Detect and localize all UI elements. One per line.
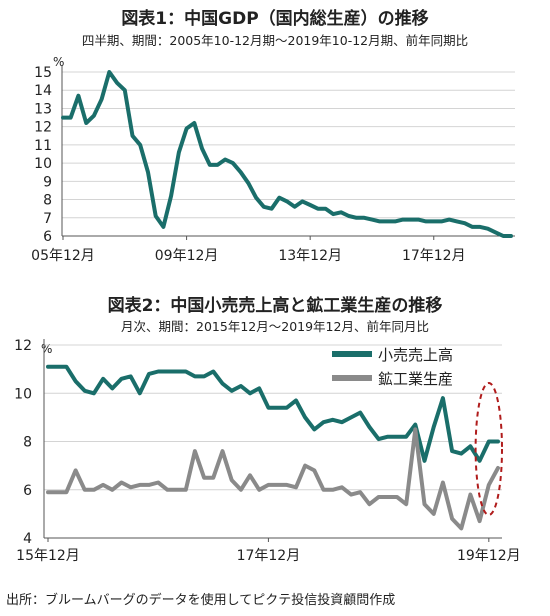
series-line-1 <box>46 427 500 531</box>
x-tick-label: 17年12月 <box>402 248 466 264</box>
y-tick-label: 8 <box>43 193 52 209</box>
chart1-gridlines <box>62 71 515 237</box>
source-note: 出所：ブルームバーグのデータを使用してピクテ投信投資顧問作成 <box>6 592 395 608</box>
x-tick-label: 19年12月 <box>457 548 521 564</box>
chart2-highlight-ellipse <box>474 382 503 516</box>
y-tick-label: 9 <box>43 174 52 190</box>
y-tick-label: 12 <box>14 338 32 354</box>
x-tick-label: 17年12月 <box>237 548 301 564</box>
chart2-y-axis: 4 6 8 10 12 <box>14 338 45 547</box>
series-line-0 <box>61 70 513 238</box>
chart1: 図表1：中国GDP（国内総生産）の推移 四半期、期間：2005年10-12月期～… <box>31 8 515 264</box>
legend-label-retail-sales: 小売売上高 <box>378 346 453 364</box>
chart1-y-axis: 6 7 8 9 10 11 12 13 14 15 <box>34 65 63 245</box>
chart2-title: 図表2：中国小売売上高と鉱工業生産の推移 <box>108 295 443 316</box>
chart1-title: 図表1：中国GDP（国内総生産）の推移 <box>121 8 428 29</box>
y-tick-label: 10 <box>34 156 52 172</box>
chart2-unit-label: % <box>41 342 52 356</box>
x-tick-label: 09年12月 <box>155 248 219 264</box>
chart2-plot-area <box>46 364 500 531</box>
y-tick-label: 15 <box>34 65 52 81</box>
chart1-x-axis: 05年12月 09年12月 13年12月 17年12月 <box>31 235 515 264</box>
chart2-x-axis: 15年12月 17年12月 19年12月 <box>16 537 521 564</box>
chart2: 図表2：中国小売売上高と鉱工業生産の推移 月次、期間：2015年12月～2019… <box>14 295 520 564</box>
y-tick-label: 7 <box>43 211 52 227</box>
chart1-unit-label: % <box>53 55 64 69</box>
y-tick-label: 6 <box>43 229 52 245</box>
y-tick-label: 11 <box>34 138 52 154</box>
y-tick-label: 13 <box>34 101 52 117</box>
y-tick-label: 8 <box>23 435 32 451</box>
x-tick-label: 13年12月 <box>278 248 342 264</box>
chart1-subtitle: 四半期、期間：2005年10-12月期～2019年10-12月期、前年同期比 <box>82 33 468 48</box>
highlight-ellipse <box>474 382 503 516</box>
x-tick-label: 05年12月 <box>31 248 95 264</box>
series-line-0 <box>46 364 500 463</box>
chart2-subtitle: 月次、期間：2015年12月～2019年12月、前年同月比 <box>121 319 429 334</box>
y-tick-label: 14 <box>34 83 52 99</box>
x-tick-label: 15年12月 <box>16 548 80 564</box>
chart1-plot-area <box>61 70 513 238</box>
legend-label-industrial-production: 鉱工業生産 <box>378 370 453 388</box>
y-tick-label: 12 <box>34 120 52 136</box>
y-tick-label: 4 <box>23 531 32 547</box>
y-tick-label: 10 <box>14 386 32 402</box>
chart2-legend: 小売売上高 鉱工業生産 <box>332 346 453 388</box>
y-tick-label: 6 <box>23 483 32 499</box>
